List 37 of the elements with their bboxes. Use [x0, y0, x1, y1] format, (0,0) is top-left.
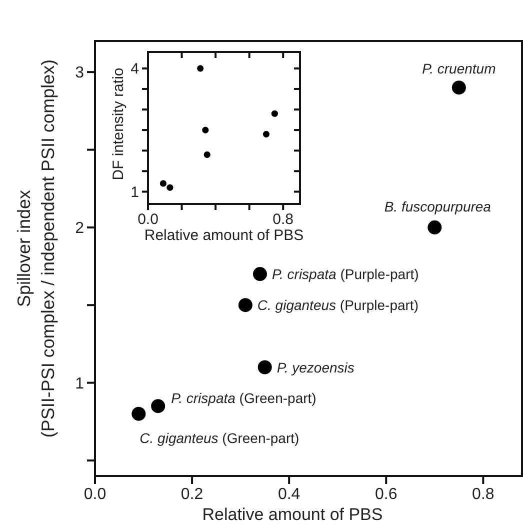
- x-tick-label: 0.8: [272, 211, 294, 228]
- point: [204, 151, 210, 158]
- point: [132, 406, 146, 421]
- point: [262, 130, 270, 138]
- x-tick-label: 0.0: [138, 211, 158, 228]
- annotation: C. giganteus (Purple-part): [257, 297, 418, 314]
- point: [202, 126, 209, 134]
- annotation: C. giganteus (Green-part): [140, 430, 300, 446]
- x-tick-label: 0.0: [84, 486, 106, 503]
- x-tick-label: 0.8: [472, 486, 494, 503]
- point: [166, 184, 174, 191]
- y-tick-label: 4: [130, 60, 139, 78]
- point: [252, 267, 267, 282]
- point: [271, 110, 278, 117]
- x-axis-title: Relative amount of PBS: [144, 227, 304, 244]
- annotation: P. yezoensis: [276, 359, 354, 376]
- annotation: P. crispata (Green-part): [171, 390, 316, 406]
- y-tick-label: 1: [75, 375, 84, 392]
- x-tick-label: 0.4: [278, 486, 300, 503]
- y-tick-label: 3: [75, 64, 84, 82]
- point: [151, 399, 166, 414]
- point: [197, 65, 204, 72]
- x-tick-label: 0.2: [180, 486, 204, 503]
- annotation: B. fuscopurpurea: [384, 198, 492, 214]
- y-tick-label: 1: [130, 184, 139, 201]
- point: [452, 80, 466, 95]
- point: [160, 180, 166, 187]
- y-axis-title: Spillover index (PSII-PSI complex / independent PSII complex): [14, 59, 58, 438]
- y-axis-title: DF intensity ratio: [110, 68, 127, 180]
- y-tick-label: 2: [75, 220, 84, 238]
- x-tick-label: 0.6: [375, 486, 398, 503]
- point: [238, 298, 252, 312]
- point: [428, 220, 442, 234]
- point: [258, 360, 272, 374]
- annotation: P. crispata (Purple-part): [272, 266, 419, 282]
- x-axis-title: Relative amount of PBS: [202, 505, 383, 524]
- annotation: P. cruentum: [422, 60, 496, 77]
